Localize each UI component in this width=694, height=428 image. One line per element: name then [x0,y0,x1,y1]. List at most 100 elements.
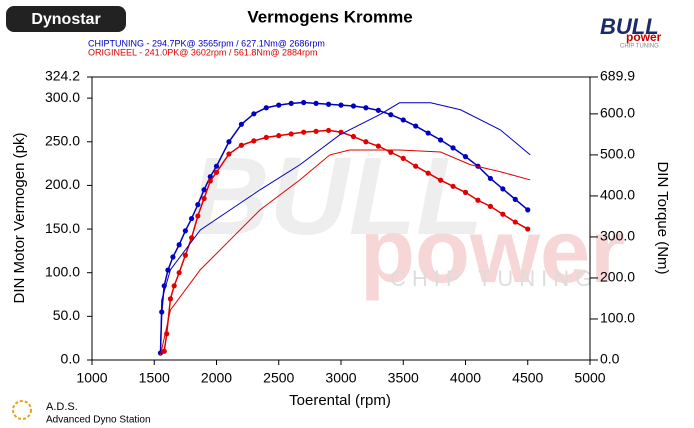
x-tick-label: 2000 [201,370,232,386]
power-point [475,197,481,203]
power-point [413,163,419,169]
power-point [226,139,232,145]
logo: power [626,30,662,44]
power-point [238,142,244,148]
power-point [189,215,195,222]
power-point [338,102,344,108]
y-axis-label: DIN Motor Vermogen (pk) [11,133,28,304]
power-point [195,213,201,219]
power-point [165,267,171,273]
power-point [350,133,357,140]
y-tick-label: 200.0 [45,176,80,192]
y2-tick-label: 0.0 [600,351,620,367]
x-tick-label: 3500 [388,370,419,386]
power-point [375,143,381,149]
torque-line [159,102,531,351]
power-point [201,195,207,202]
power-point [263,105,269,111]
power-point [226,151,232,157]
power-point [301,99,307,106]
legend-entry: ORIGINEEL - 241.0PK@ 3602rpm / 561.8Nm@ … [88,47,318,57]
legend-entry: CHIPTUNING - 294.7PK@ 3565rpm / 627.1Nm@… [88,38,325,48]
power-point [167,296,174,302]
power-point [251,138,257,144]
footer-text: A.D.S. [46,401,78,413]
x-tick-label: 2500 [263,370,294,386]
y-tick-label: 150.0 [45,220,80,236]
power-point [500,186,506,192]
power-point [313,128,319,134]
power-point [462,154,469,160]
power-point [487,175,493,182]
power-point [182,228,188,234]
power-point [201,187,207,193]
power-point [238,121,244,127]
chart-title: Vermogens Kromme [247,7,412,26]
y-tick-label: 300.0 [45,89,80,105]
power-point [388,112,394,118]
y2-tick-label: 400.0 [600,187,635,203]
power-point [525,207,531,213]
power-point [525,226,531,232]
logo-box [6,6,126,32]
y2-tick-label: 200.0 [600,269,635,285]
power-point [207,178,213,184]
power-point [313,100,319,106]
power-point [288,131,294,137]
y-tick-label: 100.0 [45,263,80,279]
power-point [276,133,282,139]
watermark: power [360,202,625,302]
power-point [363,105,369,111]
y-tick-label: 0.0 [61,351,81,367]
y-tick-label: 250.0 [45,132,80,148]
footer-text: Advanced Dyno Station [46,415,151,426]
power-point [450,145,456,151]
power-point [350,103,357,109]
power-point [388,149,394,155]
x-tick-label: 4000 [450,370,481,386]
x-axis-label: Toerental (rpm) [289,392,391,409]
power-point [500,211,506,217]
power-point [263,134,269,141]
power-point [288,100,294,106]
y-tick-label: 324.2 [45,68,80,84]
power-point [213,169,220,175]
power-point [400,155,406,161]
y-tick-label: 50.0 [53,307,80,323]
logo: CHIP TUNING [620,44,659,50]
power-point [182,252,188,258]
power-point [325,101,332,107]
power-point [400,117,406,123]
watermark: CHIP TUNING [390,266,598,291]
y2-tick-label: 600.0 [600,105,635,121]
y2-tick-label: 689.9 [600,68,635,84]
x-tick-label: 5000 [574,370,605,386]
power-point [512,219,518,225]
power-point [462,189,469,195]
power-point [375,107,381,113]
power-point [325,127,332,134]
power-point [438,177,444,183]
power-point [425,170,431,176]
power-point [413,123,419,129]
power-point [425,130,431,136]
power-point [512,196,518,202]
x-tick-label: 3000 [325,370,356,386]
power-point [170,254,176,260]
logo: BULL [600,14,659,39]
logo: Dynostar [31,11,100,28]
power-point [213,163,220,169]
power-point [487,203,493,209]
power-point [251,111,257,117]
power-point [176,270,182,276]
y2-tick-label: 500.0 [600,146,635,162]
footer-icon [12,400,32,420]
y2-tick-label: 300.0 [600,228,635,244]
watermark: BULL [190,135,483,258]
power-point [363,139,369,145]
y2-tick-label: 100.0 [600,310,635,326]
power-point [450,183,456,189]
power-point [161,348,167,354]
power-point [438,137,444,143]
